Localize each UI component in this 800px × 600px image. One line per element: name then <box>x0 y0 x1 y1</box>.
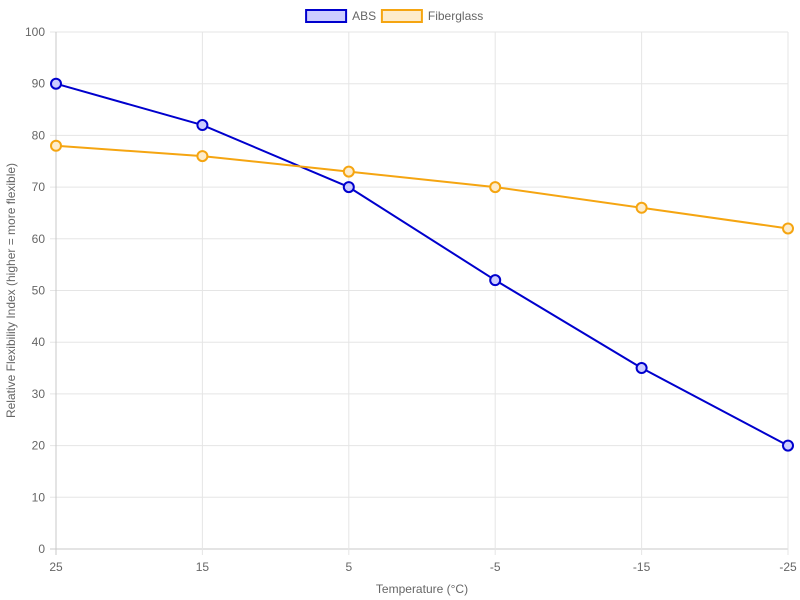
data-point[interactable] <box>342 181 355 194</box>
series-abs <box>50 77 794 452</box>
x-tick-label: 5 <box>345 560 352 574</box>
data-point[interactable] <box>196 119 209 132</box>
x-tick-label: 25 <box>49 560 63 574</box>
data-point[interactable] <box>782 439 794 452</box>
x-tick-label: -25 <box>779 560 797 574</box>
y-axis-title: Relative Flexibility Index (higher = mor… <box>4 163 18 418</box>
y-tick-label: 60 <box>32 232 46 246</box>
x-tick-label: -15 <box>633 560 651 574</box>
legend-swatch <box>305 9 348 23</box>
legend-swatch <box>380 9 423 23</box>
legend-label: ABS <box>352 9 376 23</box>
axes: 0 10 20 30 40 50 60 70 80 90 100 25 15 5 -5 -15 -25 <box>25 25 797 574</box>
y-tick-label: 50 <box>32 284 46 298</box>
data-point[interactable] <box>50 77 62 90</box>
data-point[interactable] <box>50 139 62 152</box>
y-tick-label: 80 <box>32 128 46 142</box>
legend-item[interactable]: ABS <box>305 9 376 23</box>
series-fiberglass <box>50 139 794 235</box>
y-tick-label: 40 <box>32 335 46 349</box>
data-point[interactable] <box>782 222 794 235</box>
y-tick-label: 10 <box>32 490 46 504</box>
y-tick-label: 100 <box>25 25 45 39</box>
x-tick-label: 15 <box>196 560 210 574</box>
legend-label: Fiberglass <box>428 9 483 23</box>
x-tick-label: -5 <box>490 560 501 574</box>
series-line <box>55 144 789 230</box>
legend-item[interactable]: Fiberglass <box>380 9 483 23</box>
grid <box>50 31 789 555</box>
legend[interactable]: ABS Fiberglass <box>305 9 483 23</box>
data-point[interactable] <box>489 181 502 194</box>
y-tick-label: 30 <box>32 387 46 401</box>
data-point[interactable] <box>196 150 209 163</box>
x-axis-title: Temperature (°C) <box>376 582 468 596</box>
y-tick-label: 20 <box>32 439 46 453</box>
series-lines <box>50 77 794 452</box>
data-point[interactable] <box>342 165 355 178</box>
y-tick-label: 0 <box>38 542 45 556</box>
series-line <box>55 82 789 447</box>
data-point[interactable] <box>635 362 648 375</box>
y-tick-label: 90 <box>32 77 46 91</box>
data-point[interactable] <box>489 274 502 287</box>
y-tick-label: 70 <box>32 180 46 194</box>
data-point[interactable] <box>635 201 648 214</box>
